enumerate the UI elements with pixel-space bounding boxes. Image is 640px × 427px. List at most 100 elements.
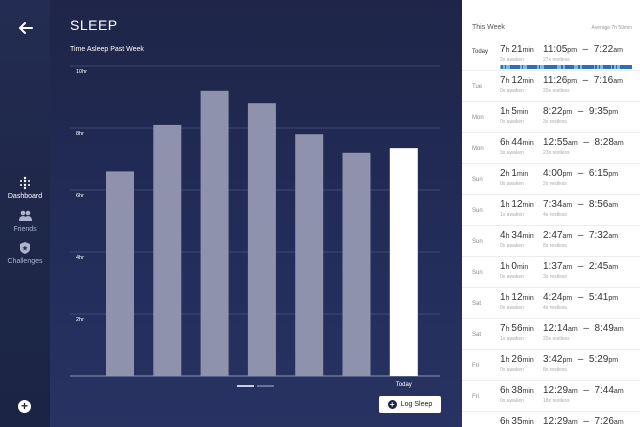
start-ampm: pm — [562, 109, 573, 116]
nav-label-friends: Friends — [13, 226, 37, 233]
bar-day[interactable] — [200, 90, 229, 377]
start-time: 12:14 — [543, 323, 569, 334]
end-ampm: am — [613, 47, 623, 54]
end-time: 7:26 — [594, 416, 614, 427]
end-time: 8:49 — [594, 323, 614, 334]
page-indicator[interactable] — [257, 385, 274, 387]
duration-hours: 7 — [500, 75, 506, 86]
row-awaken-count: 0x awaken — [500, 243, 524, 249]
row-restless-count: 27x restless — [543, 57, 570, 63]
row-time-range: 2:47am – 7:32am — [543, 230, 619, 241]
row-time-range: 12:55am – 8:28am — [543, 137, 624, 148]
row-restless-count: 18x restless — [543, 398, 570, 404]
sleep-log-row[interactable]: Tue 7h 12min 0x awaken 11:26pm – 7:16am 20x … — [462, 71, 640, 102]
row-day: Sat — [472, 301, 482, 307]
bar-day[interactable] — [295, 134, 324, 376]
sleep-log-row[interactable]: Sun 4h 34min 0x awaken 2:47am – 7:32am 8x re… — [462, 226, 640, 257]
this-week-panel: This Week Average 7h 59min Today 7h 21min… — [462, 0, 640, 427]
duration-minutes: 35 — [511, 416, 523, 427]
start-ampm: am — [562, 202, 573, 209]
duration-minutes: 12 — [511, 75, 523, 86]
bar-day[interactable] — [342, 152, 371, 376]
start-time: 7:34 — [543, 199, 563, 210]
log-sleep-label: Log Sleep — [400, 401, 433, 408]
sleep-log-row[interactable]: Sat 1h 12min 0x awaken 4:24pm – 5:41pm 4x re… — [462, 288, 640, 319]
sleep-log-row[interactable]: Mon 1h 5min 0x awaken 8:22pm – 9:35pm 3x res… — [462, 102, 640, 133]
start-ampm: am — [568, 388, 578, 395]
nav-item-challenges[interactable]: Challenges — [0, 241, 50, 265]
y-tick-label: 6hr — [76, 193, 84, 199]
start-time: 4:24 — [543, 292, 563, 303]
sleep-log-row[interactable]: Sun 2h 1min 0x awaken 4:00pm – 6:15pm 2x res… — [462, 164, 640, 195]
end-time: 7:44 — [594, 385, 614, 396]
sleep-main-panel: SLEEP Time Asleep Past Week 2hr 4hr 6hr 8hr… — [50, 0, 462, 427]
duration-hours: 1 — [500, 354, 506, 365]
row-duration: 7h 21min — [500, 44, 534, 55]
page-indicator-active[interactable] — [237, 385, 254, 387]
duration-hours: 7 — [500, 323, 506, 334]
end-time: 5:29 — [588, 354, 609, 365]
bar-day[interactable] — [247, 103, 276, 376]
row-day: Sun — [472, 177, 483, 183]
start-time: 11:26 — [543, 75, 568, 86]
nav-item-friends[interactable]: Friends — [0, 209, 50, 233]
row-restless-count: 4x restless — [543, 212, 567, 218]
chart-subtitle: Time Asleep Past Week — [70, 46, 144, 53]
end-time: 5:41 — [588, 292, 609, 303]
row-restless-count: 2x restless — [543, 181, 567, 187]
bar-today[interactable] — [389, 148, 418, 376]
end-ampm: pm — [608, 171, 619, 178]
start-ampm: pm — [562, 295, 573, 302]
start-ampm: am — [568, 419, 578, 426]
sleep-log-row[interactable]: 6h 35min 12:29am – 7:26am — [462, 412, 640, 427]
bar-day[interactable] — [153, 124, 182, 377]
duration-minutes: 38 — [511, 385, 523, 396]
add-icon[interactable]: + — [18, 400, 31, 413]
log-sleep-button[interactable]: + Log Sleep — [379, 396, 441, 413]
end-ampm: am — [608, 233, 619, 240]
row-day: Today — [472, 49, 489, 55]
duration-hours: 4 — [500, 230, 506, 241]
end-time: 8:56 — [588, 199, 609, 210]
weekly-average: Average 7h 59min — [591, 25, 633, 31]
sleep-log-row[interactable]: Today 7h 21min 2x awaken 11:05pm – 7:22am 27… — [462, 40, 640, 71]
row-day: Mon — [472, 146, 484, 152]
row-time-range: 8:22pm – 9:35pm — [543, 106, 619, 117]
x-tick-label: Today — [396, 382, 412, 388]
bar-day[interactable] — [106, 171, 134, 376]
challenges-badge-icon — [20, 242, 30, 254]
end-ampm: pm — [608, 357, 619, 364]
row-duration: 7h 12min — [500, 75, 534, 86]
row-day: Fri — [472, 363, 479, 369]
end-ampm: am — [608, 264, 619, 271]
back-arrow-icon[interactable] — [16, 18, 36, 38]
sleep-log-row[interactable]: Sun 1h 12min 1x awaken 7:34am – 8:56am 4x re… — [462, 195, 640, 226]
plus-icon: + — [387, 400, 397, 409]
start-time: 12:55 — [543, 137, 569, 148]
duration-minutes: 1 — [511, 168, 517, 179]
row-time-range: 11:26pm – 7:16am — [543, 75, 623, 86]
start-time: 4:00 — [543, 168, 563, 179]
duration-hours: 6 — [500, 137, 506, 148]
start-time: 2:47 — [543, 230, 563, 241]
row-time-range: 4:00pm – 6:15pm — [543, 168, 619, 179]
nav-item-dashboard[interactable]: Dashboard — [0, 176, 50, 200]
row-awaken-count: 0x awaken — [500, 305, 524, 311]
y-tick-label: 8hr — [76, 131, 84, 137]
start-ampm: am — [568, 326, 578, 333]
row-day: Fri — [472, 394, 479, 400]
sleep-log-row[interactable]: Sun 1h 0min 0x awaken 1:37am – 2:45am 3x res… — [462, 257, 640, 288]
row-duration: 6h 38min — [500, 385, 534, 396]
row-time-range: 12:29am – 7:44am — [543, 385, 624, 396]
row-day: Tue — [472, 84, 483, 90]
sleep-log-row[interactable]: Sat 7h 56min 1x awaken 12:14am – 8:49am 20x … — [462, 319, 640, 350]
end-time: 7:22 — [593, 44, 614, 55]
sleep-log-row[interactable]: Fri 6h 38min 0x awaken 12:29am – 7:44am 18x … — [462, 381, 640, 412]
duration-minutes: 0 — [511, 261, 517, 272]
row-restless-count: 8x restless — [543, 367, 567, 373]
sleep-log-row[interactable]: Mon 6h 44min 3x awaken 12:55am – 8:28am 23x … — [462, 133, 640, 164]
row-duration: 1h 5min — [500, 106, 529, 117]
row-duration: 6h 35min — [500, 416, 534, 427]
duration-hours: 6 — [500, 416, 506, 427]
sleep-log-row[interactable]: Fri 1h 26min 0x awaken 3:42pm – 5:29pm 8x re… — [462, 350, 640, 381]
